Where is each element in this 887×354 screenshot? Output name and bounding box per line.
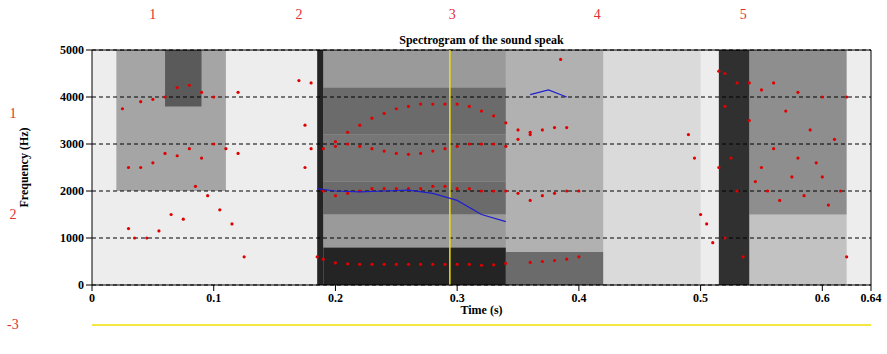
svg-text:3000: 3000 — [60, 137, 84, 151]
svg-text:0: 0 — [89, 291, 95, 305]
svg-text:4000: 4000 — [60, 90, 84, 104]
svg-text:1: 1 — [9, 106, 16, 121]
svg-text:2000: 2000 — [60, 184, 84, 198]
svg-text:0.2: 0.2 — [328, 291, 343, 305]
svg-text:0: 0 — [78, 278, 84, 292]
svg-text:0.6: 0.6 — [815, 291, 830, 305]
svg-text:0.1: 0.1 — [206, 291, 221, 305]
svg-text:2: 2 — [295, 7, 302, 22]
svg-text:5000: 5000 — [60, 43, 84, 57]
svg-text:4: 4 — [594, 7, 601, 22]
svg-text:1000: 1000 — [60, 231, 84, 245]
svg-text:0.3: 0.3 — [449, 290, 465, 305]
svg-text:3: 3 — [449, 7, 456, 22]
svg-text:-3: -3 — [7, 317, 19, 332]
svg-text:Time (s): Time (s) — [460, 303, 502, 317]
svg-text:Frequency (Hz): Frequency (Hz) — [17, 127, 31, 207]
svg-text:0.5: 0.5 — [693, 291, 708, 305]
svg-text:1: 1 — [149, 7, 156, 22]
html-text:Spectrogram of the sound speak: Spectrogram of the sound speak — [399, 33, 564, 47]
svg-text:5: 5 — [740, 7, 747, 22]
svg-text:2: 2 — [9, 207, 16, 222]
svg-text:0.64: 0.64 — [861, 291, 882, 305]
svg-text:0.4: 0.4 — [571, 291, 586, 305]
